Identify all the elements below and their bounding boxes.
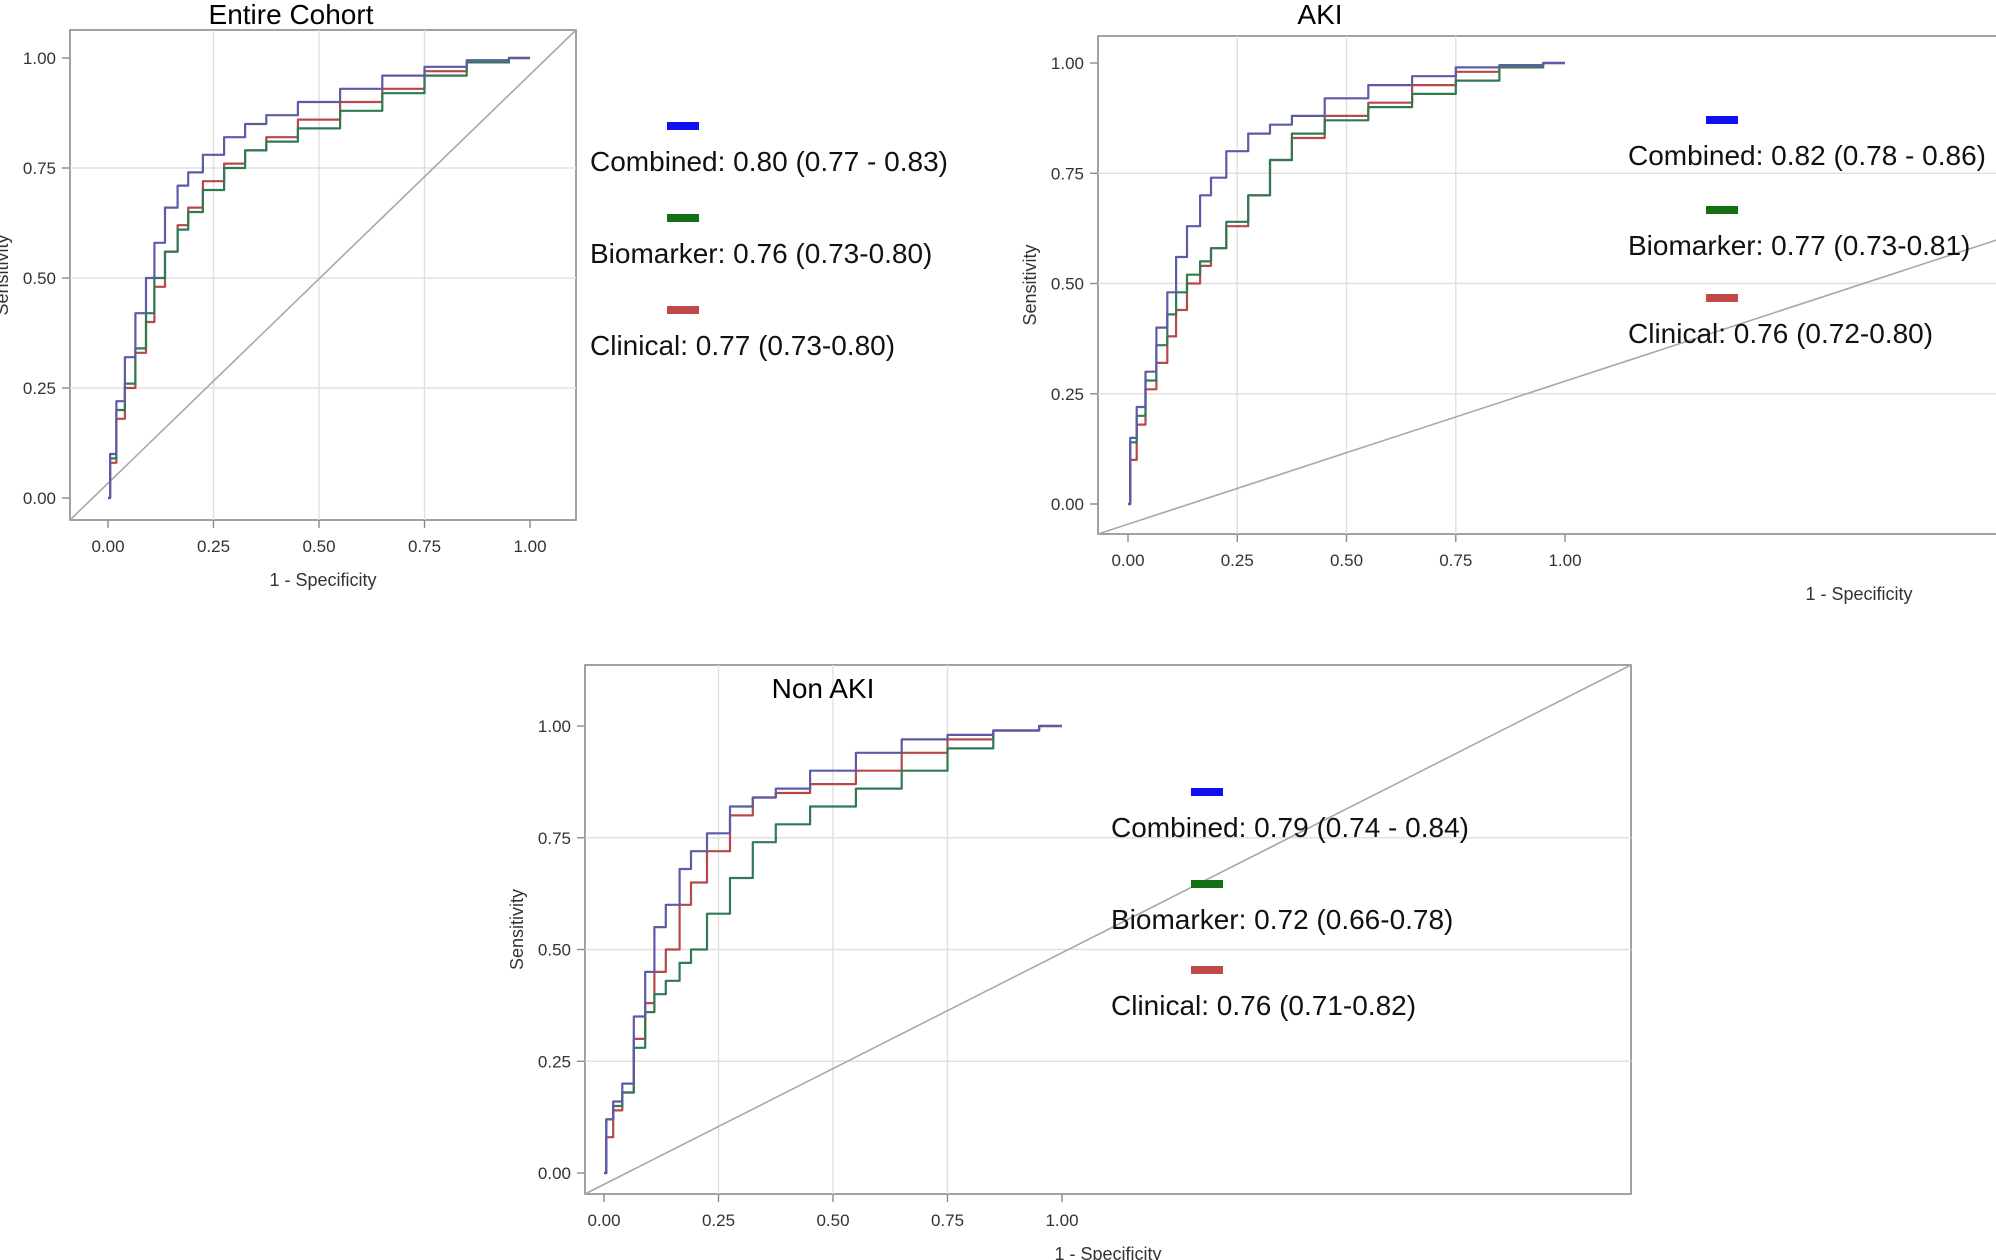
x-tick-label: 0.00	[587, 1211, 620, 1230]
y-tick-label: 0.75	[23, 159, 56, 178]
reference-diagonal-line	[584, 664, 1632, 1195]
y-tick-label: 0.50	[538, 941, 571, 960]
legend-swatch-biomarker	[1706, 206, 1738, 214]
legend-label-clinical: Clinical: 0.76 (0.72-0.80)	[1628, 318, 1933, 349]
y-tick-label: 0.50	[23, 269, 56, 288]
x-tick-label: 0.00	[1111, 551, 1144, 570]
grid-lines	[585, 665, 1631, 1194]
roc-panel-non-aki: 0.00 0.25 0.50 0.75 1.00 0.00 0.25 0.50 0.75 1.00…	[507, 664, 1632, 1260]
x-tick-label: 1.00	[1548, 551, 1581, 570]
grid-lines	[1098, 36, 1996, 534]
legend-label-combined: Combined: 0.80 (0.77 - 0.83)	[590, 146, 948, 177]
legend-label-biomarker: Biomarker: 0.72 (0.66-0.78)	[1111, 904, 1453, 935]
x-tick-label: 0.75	[931, 1211, 964, 1230]
roc-curve-biomarker	[604, 724, 1062, 1175]
legend-swatch-combined	[667, 122, 699, 130]
x-tick-label: 0.75	[1439, 551, 1472, 570]
y-tick-label: 0.25	[538, 1052, 571, 1071]
legend-swatch-biomarker	[667, 214, 699, 222]
x-tick-label: 0.25	[197, 537, 230, 556]
legend-swatch-combined	[1191, 788, 1223, 796]
y-tick-label: 0.75	[1051, 164, 1084, 183]
legend-label-combined: Combined: 0.79 (0.74 - 0.84)	[1111, 812, 1469, 843]
y-tick-label: 1.00	[1051, 54, 1084, 73]
y-tick-label: 1.00	[538, 717, 571, 736]
roc-panel-aki: 0.00 0.25 0.50 0.75 1.00 0.00 0.25 0.50 0.75 1.00…	[1020, 0, 1996, 604]
legend: Combined: 0.82 (0.78 - 0.86) Biomarker: 0…	[1628, 116, 1986, 349]
plot-frame	[1097, 35, 1996, 535]
y-tick-label: 0.00	[1051, 495, 1084, 514]
y-tick-label: 0.75	[538, 829, 571, 848]
y-axis-label: Sensitivity	[0, 234, 12, 315]
legend-label-biomarker: Biomarker: 0.77 (0.73-0.81)	[1628, 230, 1970, 261]
roc-curve-combined	[604, 724, 1062, 1175]
y-axis-label: Sensitivity	[1020, 244, 1040, 325]
roc-curve-biomarker	[108, 56, 530, 500]
x-tick-label: 1.00	[513, 537, 546, 556]
legend: Combined: 0.79 (0.74 - 0.84) Biomarker: 0…	[1111, 788, 1469, 1021]
y-tick-label: 0.50	[1051, 275, 1084, 294]
x-tick-label: 0.00	[91, 537, 124, 556]
legend-swatch-clinical	[667, 306, 699, 314]
roc-curve-combined	[108, 56, 530, 500]
x-tick-label: 1.00	[1045, 1211, 1078, 1230]
legend-swatch-clinical	[1191, 966, 1223, 974]
x-tick-label: 0.50	[302, 537, 335, 556]
legend-label-biomarker: Biomarker: 0.76 (0.73-0.80)	[590, 238, 932, 269]
roc-panel-entire-cohort: 0.00 0.25 0.50 0.75 1.00 0.00 0.25 0.50 0.75 1.00…	[0, 0, 948, 590]
y-tick-label: 0.00	[23, 489, 56, 508]
y-axis-label: Sensitivity	[507, 889, 527, 970]
legend-label-clinical: Clinical: 0.76 (0.71-0.82)	[1111, 990, 1416, 1021]
x-tick-label: 0.75	[408, 537, 441, 556]
legend-swatch-combined	[1706, 116, 1738, 124]
panel-title: AKI	[1297, 0, 1342, 30]
x-tick-label: 0.50	[1330, 551, 1363, 570]
y-tick-label: 0.00	[538, 1164, 571, 1183]
legend-swatch-biomarker	[1191, 880, 1223, 888]
y-tick-label: 0.25	[1051, 385, 1084, 404]
x-tick-label: 0.25	[1221, 551, 1254, 570]
x-tick-label: 0.25	[702, 1211, 735, 1230]
panel-title: Non AKI	[772, 673, 875, 704]
reference-diagonal-line	[1097, 239, 1996, 535]
legend-label-combined: Combined: 0.82 (0.78 - 0.86)	[1628, 140, 1986, 171]
roc-curve-combined	[1128, 61, 1565, 506]
x-axis-label: 1 - Specificity	[1805, 584, 1912, 604]
x-axis-label: 1 - Specificity	[269, 570, 376, 590]
legend: Combined: 0.80 (0.77 - 0.83) Biomarker: 0…	[590, 122, 948, 361]
legend-swatch-clinical	[1706, 294, 1738, 302]
reference-diagonal-line	[69, 29, 577, 521]
y-tick-label: 0.25	[23, 379, 56, 398]
y-tick-label: 1.00	[23, 49, 56, 68]
legend-label-clinical: Clinical: 0.77 (0.73-0.80)	[590, 330, 895, 361]
x-axis-label: 1 - Specificity	[1054, 1244, 1161, 1260]
roc-curve-biomarker	[1128, 61, 1565, 506]
x-tick-label: 0.50	[816, 1211, 849, 1230]
panel-title: Entire Cohort	[209, 0, 374, 30]
